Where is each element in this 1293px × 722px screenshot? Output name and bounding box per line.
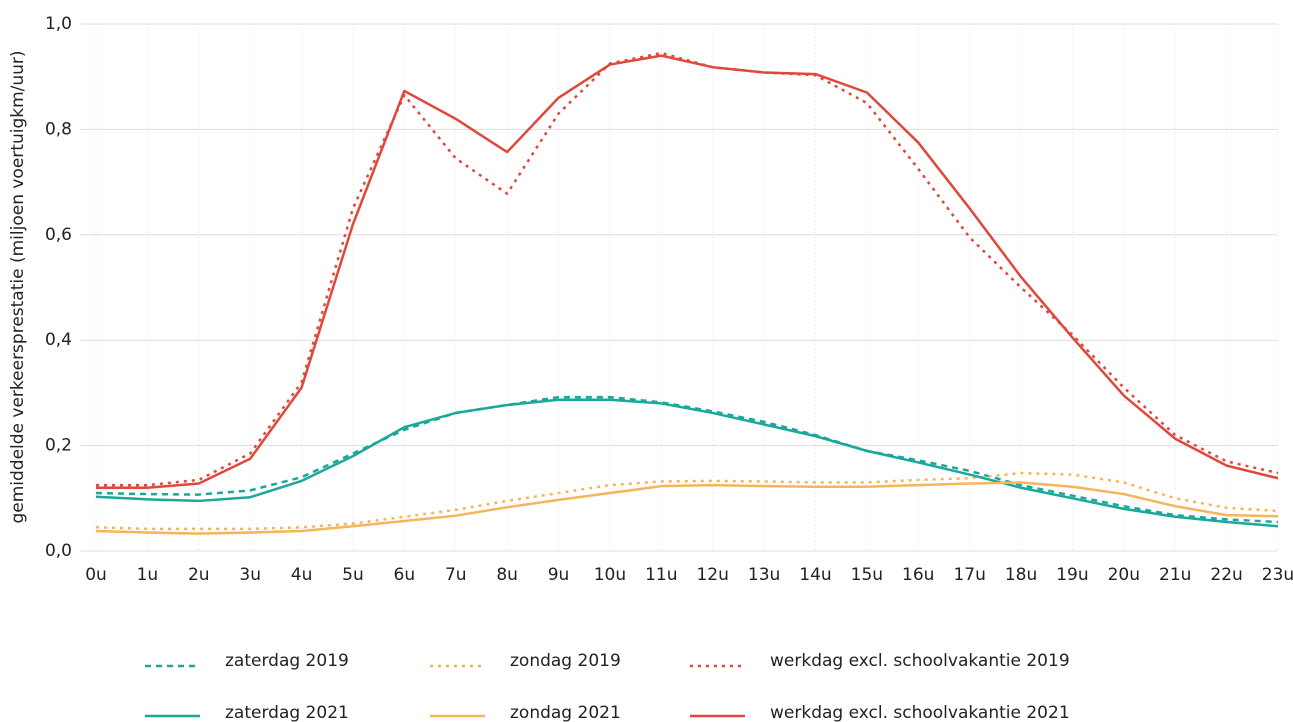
- legend-label: zaterdag 2021: [225, 703, 349, 722]
- x-tick-label: 19u: [1056, 565, 1088, 585]
- x-tick-label: 14u: [799, 565, 831, 585]
- legend-label: werkdag excl. schoolvakantie 2021: [770, 703, 1070, 722]
- x-tick-label: 5u: [342, 565, 364, 585]
- x-tick-label: 11u: [645, 565, 677, 585]
- x-tick-label: 18u: [1005, 565, 1037, 585]
- x-tick-label: 16u: [902, 565, 934, 585]
- x-tick-label: 7u: [445, 565, 467, 585]
- series-line: [95, 398, 1279, 528]
- series-line: [95, 395, 1279, 524]
- x-tick-label: 15u: [851, 565, 883, 585]
- x-tick-label: 21u: [1159, 565, 1191, 585]
- y-tick-label: 0,4: [45, 330, 72, 350]
- y-tick-label: 0,6: [45, 225, 72, 245]
- x-tick-label: 12u: [696, 565, 728, 585]
- x-tick-label: 20u: [1108, 565, 1140, 585]
- x-tick-label: 23u: [1262, 565, 1293, 585]
- series-line: [96, 54, 1279, 490]
- y-tick-label: 1,0: [45, 14, 72, 34]
- legend-label: zaterdag 2019: [225, 651, 349, 671]
- y-tick-label: 0,8: [45, 119, 72, 139]
- x-tick-label: 0u: [85, 565, 107, 585]
- x-tick-label: 17u: [953, 565, 985, 585]
- x-tick-label: 1u: [137, 565, 159, 585]
- x-tick-label: 8u: [496, 565, 518, 585]
- x-tick-label: 3u: [239, 565, 261, 585]
- x-tick-label: 13u: [748, 565, 780, 585]
- series-line: [95, 481, 1279, 535]
- legend-label: zondag 2019: [510, 651, 621, 671]
- x-tick-label: 9u: [548, 565, 570, 585]
- legend-label: zondag 2021: [510, 703, 621, 722]
- legend-label: werkdag excl. schoolvakantie 2019: [770, 651, 1070, 671]
- x-tick-label: 4u: [291, 565, 313, 585]
- y-tick-label: 0,2: [45, 436, 72, 456]
- x-tick-label: 6u: [394, 565, 416, 585]
- y-tick-label: 0,0: [45, 541, 72, 561]
- series-line: [95, 471, 1279, 531]
- x-tick-label: 2u: [188, 565, 210, 585]
- x-tick-label: 10u: [594, 565, 626, 585]
- x-tick-label: 22u: [1210, 565, 1242, 585]
- y-axis-label: gemiddelde verkeersprestatie (miljoen vo…: [8, 50, 28, 523]
- series-line: [96, 51, 1279, 487]
